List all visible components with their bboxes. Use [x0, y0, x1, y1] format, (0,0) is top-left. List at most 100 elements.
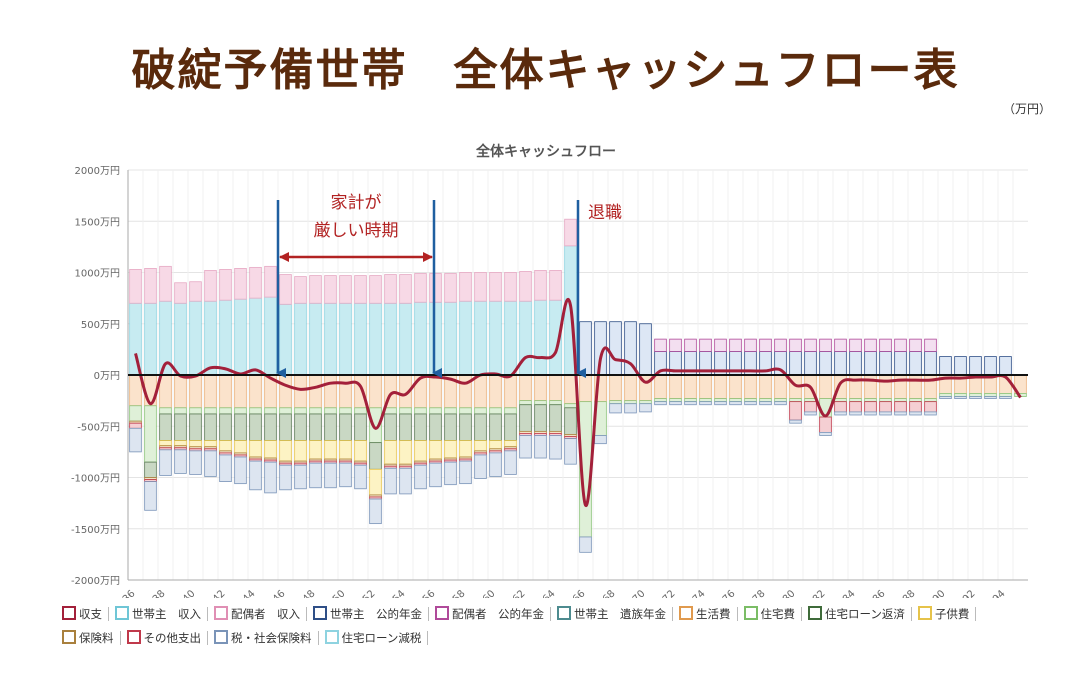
- legend-item[interactable]: 収支: [62, 602, 109, 626]
- bar-segment: [414, 413, 427, 442]
- legend-swatch: [435, 606, 449, 620]
- bar-segment: [819, 416, 832, 433]
- bar-segment: [849, 398, 862, 403]
- legend-swatch: [679, 606, 693, 620]
- bar-segment: [174, 440, 187, 447]
- bar-segment: [309, 462, 322, 489]
- bar-segment: [384, 274, 397, 304]
- bar-segment: [384, 302, 397, 376]
- x-tick-label: 40: [181, 588, 198, 598]
- bar-segment: [939, 393, 952, 397]
- bar-segment: [894, 338, 907, 352]
- bar-segment: [849, 411, 862, 416]
- bar-segment: [249, 374, 262, 409]
- bar-segment: [354, 407, 367, 415]
- bar-segment: [264, 413, 277, 442]
- bar-segment: [354, 302, 367, 376]
- bar-segment: [219, 440, 232, 452]
- legend-swatch: [115, 606, 129, 620]
- bar-segment: [204, 413, 217, 442]
- bar-segment: [744, 398, 757, 403]
- bar-segment: [699, 374, 712, 399]
- bar-segment: [219, 374, 232, 409]
- bar-segment: [954, 356, 967, 376]
- bar-segment: [504, 272, 517, 302]
- legend-label: 住宅費: [760, 607, 796, 621]
- bar-segment: [819, 338, 832, 352]
- legend-item[interactable]: 世帯主 公的年金: [313, 602, 429, 626]
- bar-segment: [264, 407, 277, 415]
- bar-segment: [579, 321, 592, 376]
- legend-item[interactable]: 生活費: [679, 602, 738, 626]
- bar-segment: [864, 411, 877, 416]
- bar-segment: [399, 413, 412, 442]
- legend-item[interactable]: 配偶者 収入: [214, 602, 307, 626]
- bar-segment: [414, 273, 427, 303]
- bar-segment: [519, 271, 532, 302]
- x-tick-label: 44: [241, 588, 258, 598]
- bar-segment: [729, 338, 742, 352]
- bar-segment: [684, 401, 697, 406]
- bar-segment: [954, 393, 967, 397]
- legend-item[interactable]: 世帯主 遺族年金: [557, 602, 673, 626]
- chart-balance-line: [134, 297, 1022, 507]
- bar-segment: [834, 411, 847, 416]
- legend-separator: [108, 607, 109, 621]
- legend-swatch: [743, 606, 758, 620]
- bar-segment: [414, 301, 427, 376]
- legend-item[interactable]: 税・社会保険料: [214, 626, 319, 650]
- legend-separator: [306, 607, 307, 621]
- bar-segment: [834, 398, 847, 403]
- bar-segment: [909, 351, 922, 376]
- balance-line: [134, 297, 1022, 507]
- bar-segment: [909, 374, 922, 399]
- bar-segment: [669, 374, 682, 399]
- bar-segment: [264, 461, 277, 494]
- bar-segment: [624, 400, 637, 405]
- bar-segment: [204, 440, 217, 448]
- bar-segment: [399, 467, 412, 495]
- x-tick-label: 50: [331, 588, 348, 598]
- legend-item[interactable]: その他支出: [126, 626, 208, 650]
- legend-item[interactable]: 世帯主 収入: [115, 602, 208, 626]
- legend-item[interactable]: 配偶者 公的年金: [435, 602, 551, 626]
- legend-item[interactable]: 住宅ローン減税: [324, 626, 429, 650]
- bar-segment: [714, 374, 727, 399]
- bar-segment: [204, 270, 217, 302]
- bar-segment: [294, 276, 307, 304]
- legend-label: 世帯主 公的年金: [330, 607, 422, 621]
- bar-segment: [534, 270, 547, 301]
- legend-label: 世帯主 遺族年金: [574, 607, 666, 621]
- bar-segment: [879, 398, 892, 403]
- bar-segment: [894, 374, 907, 399]
- x-tick-label: 94: [991, 588, 1008, 598]
- legend-separator: [910, 607, 912, 621]
- x-tick-label: 72: [661, 588, 678, 598]
- bar-segment: [804, 411, 817, 416]
- legend-label: 住宅ローン減税: [341, 631, 422, 645]
- legend-item[interactable]: 住宅費: [743, 602, 802, 626]
- bar-segment: [309, 440, 322, 460]
- legend-item[interactable]: 保険料: [62, 626, 121, 650]
- bar-segment: [849, 338, 862, 352]
- bar-segment: [924, 338, 937, 352]
- bar-segment: [234, 298, 247, 376]
- legend-label: 生活費: [696, 607, 731, 621]
- bar-segment: [279, 407, 292, 415]
- bar-segment: [294, 374, 307, 409]
- legend-item[interactable]: 住宅ローン返済: [808, 602, 912, 626]
- legend-item[interactable]: 子供費: [917, 602, 977, 626]
- bar-segment: [399, 274, 412, 304]
- bar-segment: [849, 351, 862, 376]
- y-tick-label: 1500万円: [75, 217, 120, 228]
- bar-segment: [459, 440, 472, 458]
- bar-segment: [189, 407, 202, 415]
- bar-segment: [984, 393, 997, 397]
- bar-segment: [924, 411, 937, 416]
- legend-swatch: [313, 606, 327, 620]
- bar-segment: [564, 218, 577, 247]
- bar-segment: [324, 407, 337, 415]
- bar-segment: [939, 396, 952, 399]
- bar-segment: [339, 407, 352, 415]
- legend-separator: [672, 607, 673, 621]
